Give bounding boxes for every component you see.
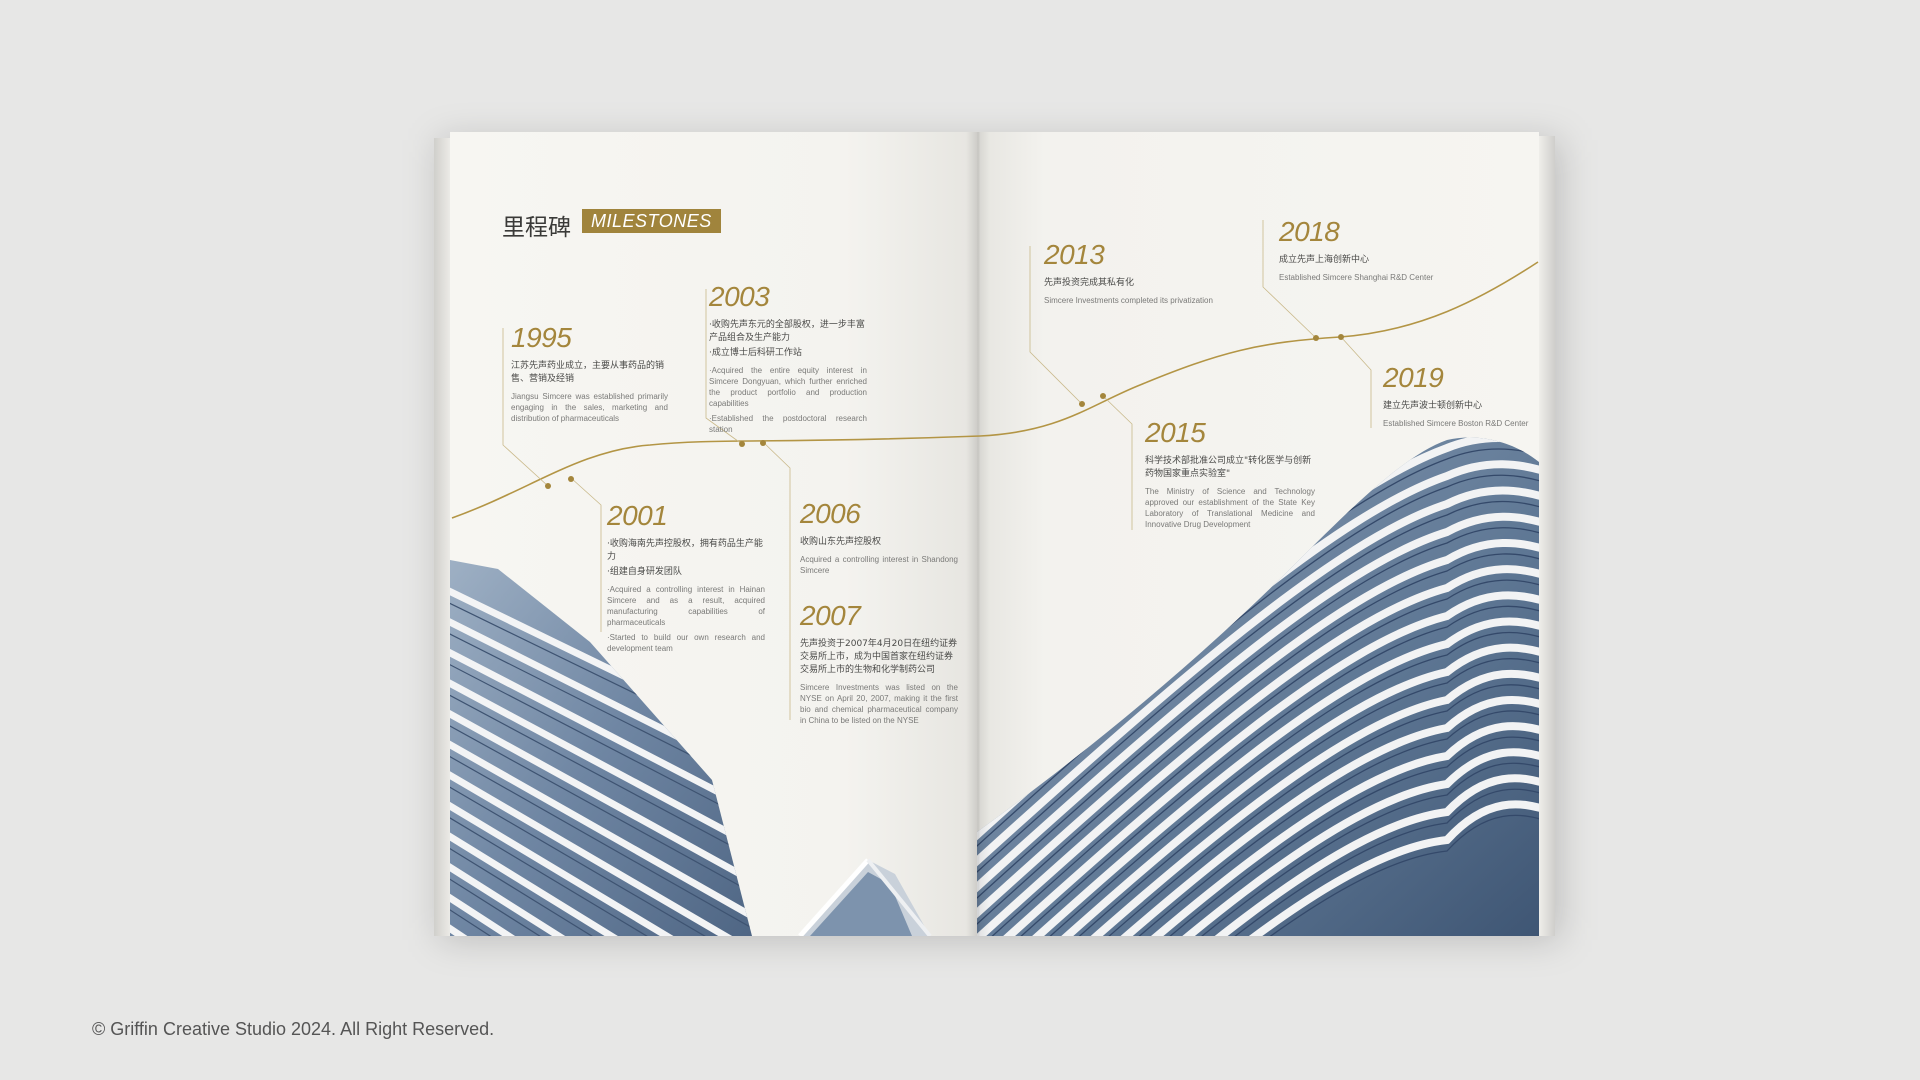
milestone-2013: 2013 先声投资完成其私有化 Simcere Investments comp…: [1044, 239, 1224, 310]
milestone-text-cn: 先声投资于2007年4月20日在纽约证券交易所上市，成为中国首家在纽约证券交易所…: [800, 639, 958, 675]
milestone-text-cn: ·收购先声东元的全部股权，进一步丰富产品组合及生产能力: [709, 320, 865, 343]
left-page: [450, 132, 977, 936]
page-title-en-badge: MILESTONES: [582, 209, 721, 233]
milestone-year: 2015: [1145, 417, 1206, 448]
milestone-year: 2006: [800, 498, 861, 529]
milestone-text-cn: 先声投资完成其私有化: [1044, 278, 1135, 288]
milestone-1995: 1995 江苏先声药业成立，主要从事药品的销售、营销及经销 Jiangsu Si…: [511, 322, 668, 428]
milestone-text-en: ·Started to build our own research and d…: [607, 633, 765, 653]
milestone-text-en: The Ministry of Science and Technology a…: [1145, 487, 1315, 529]
milestone-text-cn: 科学技术部批准公司成立"转化医学与创新药物国家重点实验室": [1145, 456, 1312, 479]
milestone-year: 1995: [511, 322, 572, 353]
milestone-text-cn: ·成立博士后科研工作站: [709, 348, 802, 358]
milestone-text-en: Simcere Investments completed its privat…: [1044, 296, 1213, 305]
milestone-2019: 2019 建立先声波士顿创新中心 Established Simcere Bos…: [1383, 362, 1533, 433]
copyright-notice: © Griffin Creative Studio 2024. All Righ…: [92, 1019, 495, 1039]
milestone-text-en: ·Acquired the entire equity interest in …: [709, 366, 867, 408]
milestone-year: 2013: [1044, 239, 1105, 270]
milestone-text-en: ·Established the postdoctoral research s…: [709, 414, 867, 434]
milestone-2007: 2007 先声投资于2007年4月20日在纽约证券交易所上市，成为中国首家在纽约…: [800, 600, 958, 730]
milestone-text-cn: ·组建自身研发团队: [607, 567, 682, 577]
milestone-text-en: Established Simcere Shanghai R&D Center: [1279, 273, 1434, 282]
right-page-edge: [1539, 136, 1555, 936]
milestone-year: 2018: [1279, 216, 1340, 247]
milestone-text-cn: 建立先声波士顿创新中心: [1383, 401, 1483, 411]
milestone-text-en: Acquired a controlling interest in Shand…: [800, 555, 958, 575]
milestone-2006: 2006 收购山东先声控股权 Acquired a controlling in…: [800, 498, 958, 580]
milestone-text-en: Jiangsu Simcere was established primaril…: [511, 392, 668, 423]
milestone-text-cn: 成立先声上海创新中心: [1279, 255, 1370, 265]
milestone-year: 2003: [709, 281, 770, 312]
milestone-2018: 2018 成立先声上海创新中心 Established Simcere Shan…: [1279, 216, 1459, 287]
milestone-text-en: ·Acquired a controlling interest in Hain…: [607, 585, 765, 627]
milestone-text-cn: ·收购海南先声控股权，拥有药品生产能力: [607, 539, 763, 562]
milestone-2001: 2001 ·收购海南先声控股权，拥有药品生产能力 ·组建自身研发团队 ·Acqu…: [607, 500, 765, 658]
left-page-edge: [434, 138, 452, 936]
milestone-text-cn: 收购山东先声控股权: [800, 537, 882, 547]
milestone-2003: 2003 ·收购先声东元的全部股权，进一步丰富产品组合及生产能力 ·成立博士后科…: [709, 281, 867, 439]
book-spine-shadow: [966, 132, 990, 936]
milestone-year: 2019: [1383, 362, 1444, 393]
milestone-year: 2001: [607, 500, 668, 531]
milestone-text-cn: 江苏先声药业成立，主要从事药品的销售、营销及经销: [511, 361, 665, 384]
right-building-photo: [977, 437, 1539, 936]
left-building-photo: [450, 560, 932, 936]
milestone-2015: 2015 科学技术部批准公司成立"转化医学与创新药物国家重点实验室" The M…: [1145, 417, 1315, 534]
page-title-cn: 里程碑: [502, 215, 571, 241]
milestone-text-en: Simcere Investments was listed on the NY…: [800, 683, 958, 725]
milestone-text-en: Established Simcere Boston R&D Center: [1383, 419, 1529, 428]
milestone-year: 2007: [800, 600, 861, 631]
